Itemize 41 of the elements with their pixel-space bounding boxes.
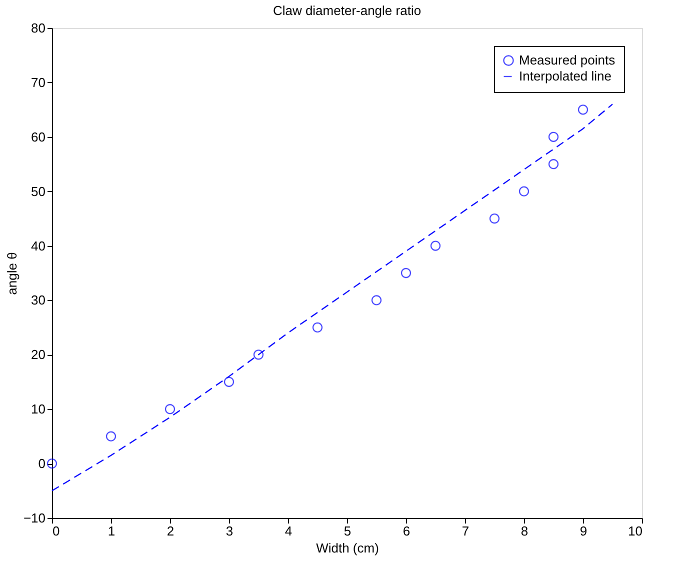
point: [578, 104, 588, 115]
x-tick-label: 1: [108, 524, 116, 538]
point: [312, 322, 323, 333]
x-tick-label: 5: [344, 524, 352, 538]
y-tick-label: 30: [31, 292, 46, 308]
point: [224, 376, 234, 387]
y-axis-title: angle θ: [4, 252, 20, 295]
x-tick-label: 8: [520, 524, 528, 538]
x-tick-label: 4: [284, 524, 292, 538]
point: [518, 186, 530, 196]
y-tick-label: −10: [23, 510, 46, 526]
y-tick-label: 70: [31, 74, 46, 90]
point: [548, 159, 559, 170]
point: [106, 431, 116, 442]
x-tick-label: 10: [628, 524, 642, 538]
y-tick-label: 40: [31, 238, 46, 254]
y-tick-label: 60: [31, 129, 46, 144]
legend-label: Interpolated line: [519, 68, 612, 84]
point: [46, 458, 58, 469]
point: [489, 213, 500, 224]
point: [371, 295, 382, 306]
chart-title: Claw diameter-angle ratio: [272, 3, 422, 18]
y-tick-label: 80: [31, 20, 46, 36]
point: [430, 240, 441, 251]
point: [548, 132, 559, 142]
point: [164, 404, 176, 414]
y-tick-label: 50: [31, 184, 46, 199]
x-axis-title: Width (cm): [316, 540, 379, 556]
x-tick-label: 6: [402, 524, 410, 538]
x-tick-label: 0: [52, 524, 60, 538]
x-tick-label: 2: [166, 524, 174, 538]
y-tick-label: 0: [38, 456, 46, 472]
x-tick-label: 9: [580, 524, 588, 538]
y-tick-label: 20: [31, 347, 46, 362]
legend-label: Measured points: [519, 52, 616, 68]
x-tick-label: 7: [462, 524, 470, 538]
x-tick-label: 3: [226, 524, 234, 538]
y-tick-label: 10: [31, 402, 46, 417]
point: [253, 350, 264, 360]
point: [400, 268, 412, 278]
line-series: [51, 104, 614, 492]
